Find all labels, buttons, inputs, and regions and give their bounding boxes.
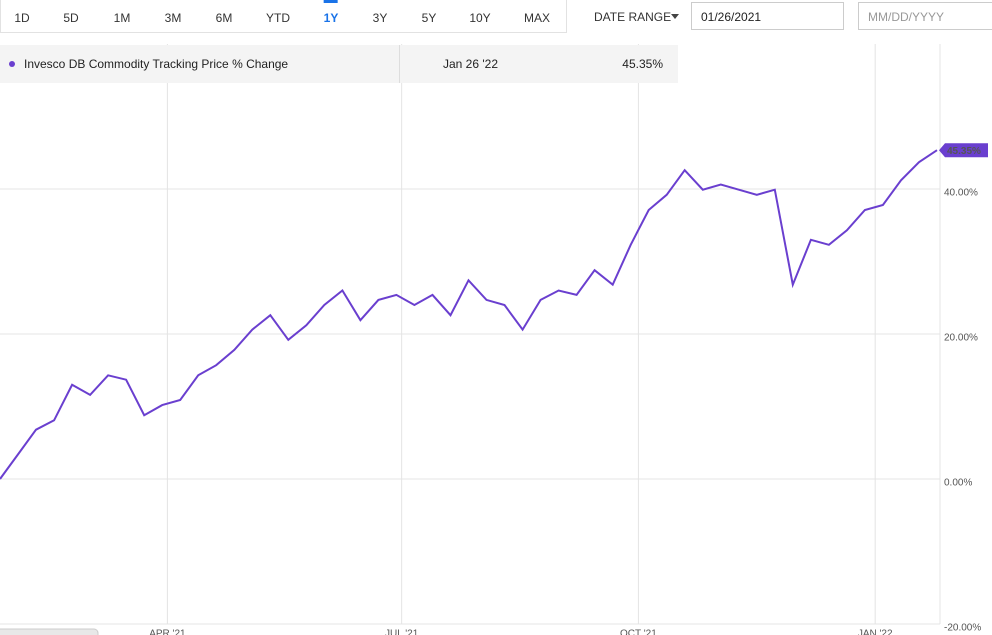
legend-dot (9, 61, 15, 67)
y-tick-label: 0.00% (944, 478, 972, 489)
y-tick-label: -20.00% (944, 623, 981, 634)
x-tick-label: JUL '21 (385, 629, 419, 635)
range-button[interactable]: 6M (215, 11, 233, 25)
end-date-input[interactable]: MM/DD/YYYY (858, 2, 992, 30)
range-button[interactable]: 5D (63, 11, 79, 25)
range-button[interactable]: 3M (164, 11, 182, 25)
range-button[interactable]: 1M (113, 11, 131, 25)
legend-name: Invesco DB Commodity Tracking Price % Ch… (24, 57, 289, 71)
scrollbar (0, 628, 99, 635)
y-tick-label: 40.00% (944, 188, 978, 199)
range-button[interactable]: MAX (523, 11, 551, 25)
x-tick-label: JAN '22 (858, 629, 893, 635)
range-button[interactable]: 1D (14, 11, 30, 25)
dropdown-arrow[interactable] (671, 14, 679, 19)
legend-date: Jan 26 '22 (443, 57, 499, 71)
last-value-label: 45.35% (947, 146, 981, 157)
price-line (0, 149, 938, 480)
range-button[interactable]: 5Y (421, 11, 437, 25)
range-button[interactable]: YTD (266, 11, 290, 25)
legend-divider (399, 45, 400, 83)
range-toolbar: 1D 5D 1M 3M 6M YTD 1Y 3Y 5Y 10Y MAX (0, 0, 567, 33)
x-tick-label: OCT '21 (620, 629, 657, 635)
legend-value: 45.35% (622, 57, 663, 71)
x-tick-label: APR '21 (149, 629, 186, 635)
range-button[interactable]: 1Y (324, 0, 338, 32)
date-range-label[interactable]: DATE RANGE (594, 10, 672, 24)
start-date-input[interactable]: 01/26/2021 (691, 2, 844, 30)
range-button[interactable]: 3Y (372, 11, 388, 25)
legend-row: Invesco DB Commodity Tracking Price % Ch… (0, 45, 678, 83)
y-tick-label: 20.00% (944, 333, 978, 344)
last-value-tag (939, 143, 988, 158)
range-button[interactable]: 10Y (469, 11, 491, 25)
